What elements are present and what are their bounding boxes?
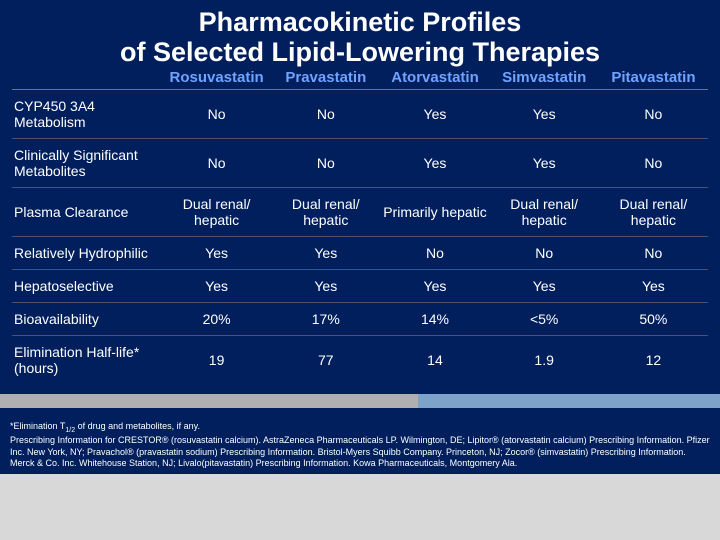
title-line-2: of Selected Lipid-Lowering Therapies xyxy=(120,37,600,67)
cell: No xyxy=(599,139,708,188)
cell: Yes xyxy=(162,270,271,303)
row-label: Elimination Half-life* (hours) xyxy=(12,336,162,385)
row-label: Plasma Clearance xyxy=(12,188,162,237)
footnote-line1a: *Elimination T xyxy=(10,421,65,431)
col-rosuvastatin: Rosuvastatin xyxy=(162,69,271,86)
cell: Yes xyxy=(490,270,599,303)
cell: Yes xyxy=(490,139,599,188)
cell: Dual renal/ hepatic xyxy=(490,188,599,237)
col-pitavastatin: Pitavastatin xyxy=(599,69,708,86)
cell: Yes xyxy=(271,270,380,303)
cell: 14 xyxy=(380,336,489,385)
cell: No xyxy=(599,237,708,270)
cell: No xyxy=(271,139,380,188)
row-label: Clinically Significant Metabolites xyxy=(12,139,162,188)
row-label: Hepatoselective xyxy=(12,270,162,303)
cell: 14% xyxy=(380,303,489,336)
cell: Yes xyxy=(271,237,380,270)
row-label: Relatively Hydrophilic xyxy=(12,237,162,270)
cell: No xyxy=(380,237,489,270)
cell: 50% xyxy=(599,303,708,336)
table-row: HepatoselectiveYesYesYesYesYes xyxy=(12,270,708,303)
table-row: Clinically Significant MetabolitesNoNoYe… xyxy=(12,139,708,188)
table-row: Relatively HydrophilicYesYesNoNoNo xyxy=(12,237,708,270)
outer-background xyxy=(0,474,720,540)
cell: Yes xyxy=(380,90,489,139)
progress-bar xyxy=(0,394,720,408)
pk-table: CYP450 3A4 MetabolismNoNoYesYesNoClinica… xyxy=(12,90,708,384)
cell: Primarily hepatic xyxy=(380,188,489,237)
footnote-refs: Prescribing Information for CRESTOR® (ro… xyxy=(10,435,710,468)
cell: No xyxy=(162,90,271,139)
footnote-sub: 1/2 xyxy=(65,427,75,434)
col-pravastatin: Pravastatin xyxy=(271,69,380,86)
cell: Dual renal/ hepatic xyxy=(271,188,380,237)
slide-title: Pharmacokinetic Profiles of Selected Lip… xyxy=(12,8,708,67)
title-line-1: Pharmacokinetic Profiles xyxy=(199,7,522,37)
cell: No xyxy=(490,237,599,270)
cell: Dual renal/ hepatic xyxy=(162,188,271,237)
column-headers: Rosuvastatin Pravastatin Atorvastatin Si… xyxy=(162,67,708,86)
table-row: Elimination Half-life* (hours)1977141.91… xyxy=(12,336,708,385)
bar-segment-1 xyxy=(0,394,418,408)
col-simvastatin: Simvastatin xyxy=(490,69,599,86)
cell: Yes xyxy=(380,139,489,188)
table-row: Plasma ClearanceDual renal/ hepaticDual … xyxy=(12,188,708,237)
col-atorvastatin: Atorvastatin xyxy=(380,69,489,86)
bar-segment-2 xyxy=(418,394,720,408)
cell: Yes xyxy=(599,270,708,303)
row-label: CYP450 3A4 Metabolism xyxy=(12,90,162,139)
cell: Yes xyxy=(490,90,599,139)
table-row: CYP450 3A4 MetabolismNoNoYesYesNo xyxy=(12,90,708,139)
cell: 1.9 xyxy=(490,336,599,385)
cell: 20% xyxy=(162,303,271,336)
cell: 12 xyxy=(599,336,708,385)
cell: 19 xyxy=(162,336,271,385)
cell: Dual renal/ hepatic xyxy=(599,188,708,237)
row-label: Bioavailability xyxy=(12,303,162,336)
footnote: *Elimination T1/2 of drug and metabolite… xyxy=(10,421,710,470)
slide: Pharmacokinetic Profiles of Selected Lip… xyxy=(0,0,720,474)
cell: No xyxy=(599,90,708,139)
cell: Yes xyxy=(380,270,489,303)
cell: No xyxy=(162,139,271,188)
cell: 77 xyxy=(271,336,380,385)
cell: Yes xyxy=(162,237,271,270)
cell: No xyxy=(271,90,380,139)
table-row: Bioavailability20%17%14%<5%50% xyxy=(12,303,708,336)
cell: <5% xyxy=(490,303,599,336)
footnote-line1b: of drug and metabolites, if any. xyxy=(75,421,200,431)
cell: 17% xyxy=(271,303,380,336)
